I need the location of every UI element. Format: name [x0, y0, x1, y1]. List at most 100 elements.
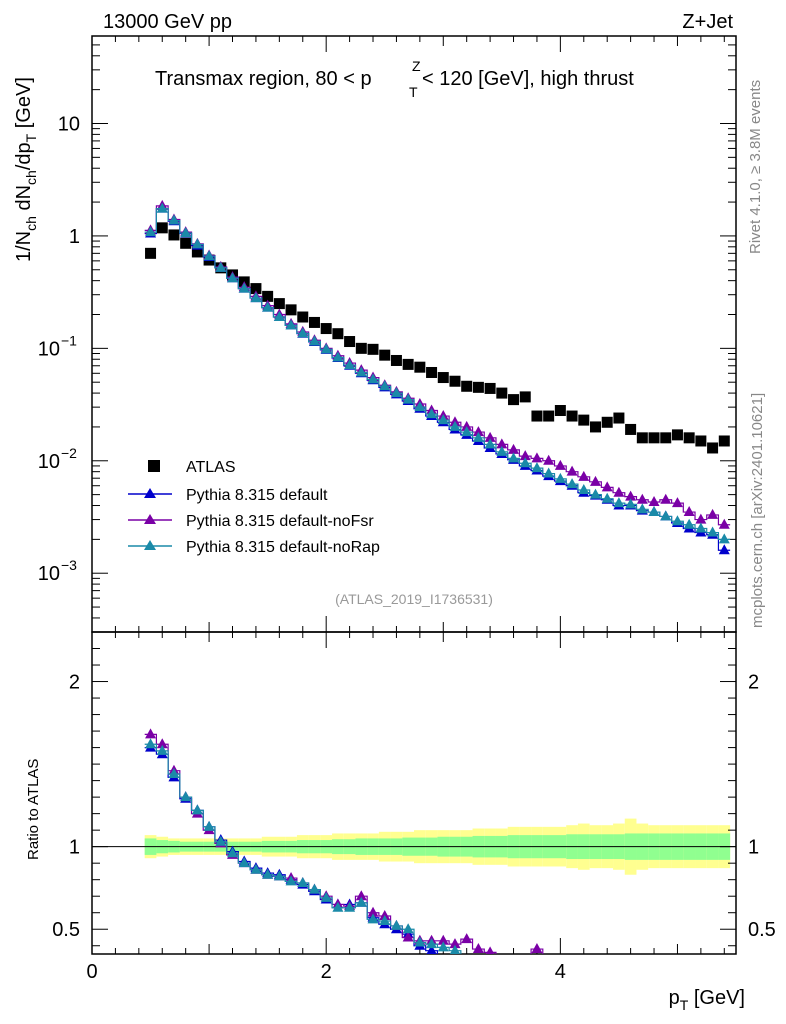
ratio-point-3	[191, 804, 203, 815]
ratio-point-3	[180, 791, 192, 802]
ratio-y-axis-label: Ratio to ATLAS	[25, 759, 42, 860]
main-y-tick-label: 10	[38, 563, 60, 585]
ratio-y-tick-label-left: 2	[69, 672, 80, 694]
ratio-point-3	[414, 936, 426, 947]
x-tick-label: 4	[555, 961, 566, 983]
mc-data-point-2	[566, 465, 578, 476]
mc-data-point-2	[613, 486, 625, 497]
title-sup: Z	[412, 58, 421, 74]
atlas-data-point	[180, 237, 192, 249]
ratio-point-2	[156, 738, 168, 749]
ratio-plot-area: 0.5 0.5 1 1 2 2 0 2 4	[52, 632, 776, 983]
energy-label: 13000 GeV pp	[103, 11, 232, 33]
title-prefix: Transmax region, 80 < p	[155, 68, 372, 90]
atlas-data-point	[613, 412, 625, 424]
atlas-data-point	[496, 387, 508, 399]
atlas-data-point	[566, 410, 578, 422]
legend-marker-norap	[144, 540, 156, 550]
mc-data-point-2	[636, 493, 648, 504]
mc-data-point-3	[437, 414, 449, 425]
mc-data-point-2	[496, 438, 508, 449]
ratio-point-3	[215, 835, 227, 846]
mcplots-label: mcplots.cern.ch [arXiv:2401.10621]	[749, 393, 766, 628]
mc-data-point-3	[613, 497, 625, 508]
mc-data-point-3	[180, 227, 192, 238]
atlas-data-point	[437, 372, 449, 384]
mc-data-point-3	[589, 488, 601, 499]
ratio-point-2	[449, 938, 461, 949]
mc-data-point-3	[531, 462, 543, 473]
mc-data-point-2	[543, 454, 555, 465]
atlas-data-point	[508, 394, 520, 406]
title-sub: T	[409, 84, 418, 100]
atlas-data-point	[589, 421, 601, 433]
mc-data-point-2	[625, 490, 637, 501]
mc-data-point-2	[578, 470, 590, 481]
mc-data-point-2	[508, 443, 520, 454]
atlas-data-point	[273, 298, 285, 310]
mc-data-point-2	[519, 450, 531, 461]
mc-data-point-3	[215, 261, 227, 272]
x-axis-label: pT [GeV]	[669, 987, 745, 1013]
ratio-point-3	[437, 941, 449, 952]
mc-data-point-3	[285, 319, 297, 330]
atlas-data-point	[191, 246, 203, 258]
ratio-y-tick-label-right: 1	[748, 837, 759, 859]
atlas-data-point	[168, 229, 180, 241]
mc-data-point-3	[320, 343, 332, 354]
ratio-point-1	[426, 944, 437, 954]
mc-data-point-3	[519, 457, 531, 468]
mc-data-point-3	[262, 301, 274, 312]
atlas-data-point	[332, 328, 344, 340]
atlas-data-point	[156, 222, 168, 234]
mc-data-point-3	[344, 359, 356, 370]
ratio-y-tick-label-left: 1	[69, 837, 80, 859]
ratio-point-3	[449, 944, 461, 954]
mc-data-point-3	[718, 533, 730, 544]
atlas-data-point	[695, 435, 707, 447]
mc-data-point-3	[238, 282, 250, 293]
mc-data-point-3	[484, 438, 496, 449]
atlas-data-point	[554, 405, 566, 417]
mc-data-point-3	[168, 214, 180, 225]
main-y-tick-label: 10	[38, 338, 60, 360]
main-y-tick-label: 10	[58, 113, 80, 135]
atlas-data-point	[297, 311, 309, 323]
ratio-point-2	[367, 906, 379, 917]
mc-data-point-3	[636, 503, 648, 514]
mc-data-point-3	[449, 420, 461, 431]
atlas-data-point	[145, 247, 157, 259]
mc-data-point-3	[297, 327, 309, 338]
ratio-point-3	[426, 938, 438, 949]
ratio-point-3	[297, 876, 309, 887]
ratio-point-2	[531, 943, 543, 954]
mc-data-point-2	[601, 481, 613, 492]
ratio-point-3	[262, 868, 274, 879]
ratio-point-3	[285, 875, 297, 886]
atlas-data-point	[683, 432, 695, 444]
mc-data-point-2	[589, 475, 601, 486]
mc-data-point-3	[671, 515, 683, 526]
ratio-y-tick-label-right: 2	[748, 672, 759, 694]
atlas-data-point	[414, 361, 426, 373]
mc-data-point-2	[707, 508, 719, 519]
atlas-data-point	[379, 349, 391, 361]
mc-data-point-3	[332, 351, 344, 362]
mc-data-point-3	[227, 272, 239, 283]
x-tick-label: 0	[86, 961, 97, 983]
ratio-point-3	[250, 863, 262, 874]
mc-data-point-2	[683, 506, 695, 517]
atlas-data-point	[308, 316, 320, 328]
atlas-data-point	[601, 416, 613, 428]
main-y-tick-label: 10	[38, 451, 60, 473]
x-tick-label: 2	[321, 961, 332, 983]
ratio-y-tick-label-left: 0.5	[52, 919, 80, 941]
atlas-data-point	[320, 323, 332, 335]
atlas-data-point	[578, 414, 590, 426]
ratio-point-3	[402, 923, 414, 934]
atlas-data-point	[344, 336, 356, 348]
mc-data-point-3	[145, 226, 157, 237]
mc-data-point-3	[683, 518, 695, 529]
